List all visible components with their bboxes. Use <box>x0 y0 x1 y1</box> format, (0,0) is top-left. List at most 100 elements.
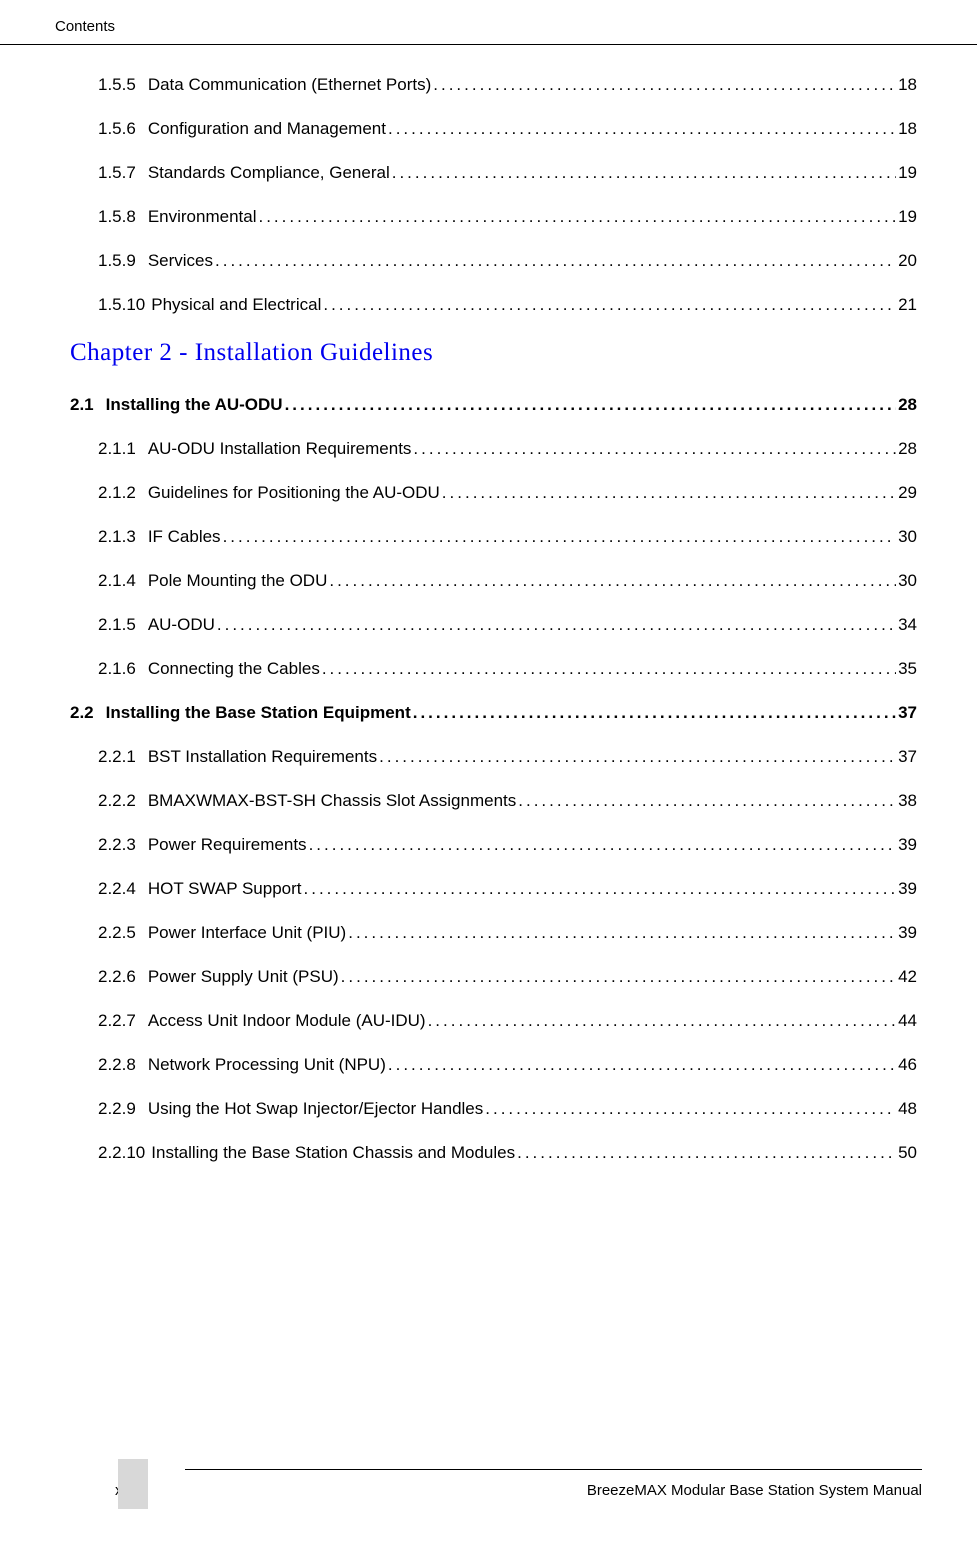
toc-entry-number: 2.2.6 <box>98 967 136 987</box>
toc-entry: 1.5.6Configuration and Management18 <box>70 119 917 139</box>
toc-entry-number: 2.2.1 <box>98 747 136 767</box>
toc-dots-leader <box>388 119 896 139</box>
toc-entry-number: 1.5.10 <box>98 295 145 315</box>
toc-entry-number: 2.2.2 <box>98 791 136 811</box>
toc-entry-page: 29 <box>898 483 917 503</box>
toc-dots-leader <box>348 923 896 943</box>
toc-entry: 2.2.3 Power Requirements 39 <box>70 835 917 855</box>
toc-entry: 2.2.1 BST Installation Requirements 37 <box>70 747 917 767</box>
toc-dots-leader <box>517 1143 896 1163</box>
toc-entry-number: 2.1.2 <box>98 483 136 503</box>
toc-dots-leader <box>322 659 896 679</box>
toc-entry-page: 48 <box>898 1099 917 1119</box>
toc-entry-page: 46 <box>898 1055 917 1075</box>
toc-entry: 2.1.2 Guidelines for Positioning the AU-O… <box>70 483 917 503</box>
toc-dots-leader <box>518 791 896 811</box>
toc-entry: 2.1.5 AU-ODU 34 <box>70 615 917 635</box>
toc-dots-leader <box>217 615 896 635</box>
toc-entry-title: Guidelines for Positioning the AU-ODU <box>148 483 440 503</box>
toc-entry: 2.2.7 Access Unit Indoor Module (AU-IDU) 4… <box>70 1011 917 1031</box>
toc-entry-number: 2.1.6 <box>98 659 136 679</box>
toc-entry-title: Network Processing Unit (NPU) <box>148 1055 386 1075</box>
toc-entry-page: 39 <box>898 879 917 899</box>
toc-entry: 2.1.1AU-ODU Installation Requirements28 <box>70 439 917 459</box>
toc-entry-number: 2.2.7 <box>98 1011 136 1031</box>
toc-entry-title: AU-ODU <box>148 615 215 635</box>
toc-entry-page: 37 <box>898 703 917 723</box>
toc-entry-page: 18 <box>898 75 917 95</box>
toc-entry-title: AU-ODU Installation Requirements <box>148 439 412 459</box>
toc-entry-title: Configuration and Management <box>148 119 386 139</box>
toc-entry-page: 50 <box>898 1143 917 1163</box>
toc-entry-title: Environmental <box>148 207 257 227</box>
toc-entry-title: Power Interface Unit (PIU) <box>148 923 346 943</box>
toc-dots-leader <box>215 251 896 271</box>
toc-entry-page: 34 <box>898 615 917 635</box>
toc-entry: 2.1Installing the AU-ODU28 <box>70 395 917 415</box>
page-header: Contents <box>0 0 977 45</box>
toc-entry-title: Power Requirements <box>148 835 307 855</box>
toc-dots-leader <box>413 703 896 723</box>
toc-entry: 2.2.4HOT SWAP Support39 <box>70 879 917 899</box>
toc-entry-number: 2.1.5 <box>98 615 136 635</box>
toc-entry: 2.2.8 Network Processing Unit (NPU) 46 <box>70 1055 917 1075</box>
content-area: 1.5.5 Data Communication (Ethernet Ports)… <box>0 45 977 1163</box>
toc-dots-leader <box>388 1055 896 1075</box>
toc-entry-title: Using the Hot Swap Injector/Ejector Hand… <box>148 1099 483 1119</box>
toc-entry: 2.1.3IF Cables30 <box>70 527 917 547</box>
toc-dots-leader <box>442 483 896 503</box>
toc-entry-page: 28 <box>898 395 917 415</box>
toc-entry-number: 2.2 <box>70 703 94 723</box>
toc-entry-title: Pole Mounting the ODU <box>148 571 328 591</box>
toc-dots-leader <box>433 75 896 95</box>
toc-entry: 2.2.6Power Supply Unit (PSU)42 <box>70 967 917 987</box>
toc-entry-number: 2.1 <box>70 395 94 415</box>
toc-entry-page: 44 <box>898 1011 917 1031</box>
toc-entry-page: 30 <box>898 527 917 547</box>
toc-entry-page: 37 <box>898 747 917 767</box>
toc-dots-leader <box>285 395 897 415</box>
toc-dots-leader <box>329 571 896 591</box>
toc-entry-number: 2.2.10 <box>98 1143 145 1163</box>
toc-entry-page: 18 <box>898 119 917 139</box>
toc-entry-number: 2.1.3 <box>98 527 136 547</box>
toc-entry-title: Access Unit Indoor Module (AU-IDU) <box>148 1011 426 1031</box>
toc-entry-number: 2.2.8 <box>98 1055 136 1075</box>
toc-entry-page: 28 <box>898 439 917 459</box>
toc-entry-title: Physical and Electrical <box>151 295 321 315</box>
toc-entry: 2.1.6 Connecting the Cables 35 <box>70 659 917 679</box>
footer-manual-title: BreezeMAX Modular Base Station System Ma… <box>587 1482 922 1499</box>
toc-entry-number: 2.2.3 <box>98 835 136 855</box>
toc-entry-title: Data Communication (Ethernet Ports) <box>148 75 431 95</box>
toc-entry: 1.5.5 Data Communication (Ethernet Ports)… <box>70 75 917 95</box>
toc-entry: 2.1.4Pole Mounting the ODU30 <box>70 571 917 591</box>
toc-dots-leader <box>223 527 897 547</box>
toc-entry-number: 1.5.8 <box>98 207 136 227</box>
toc-entry-number: 2.2.4 <box>98 879 136 899</box>
toc-entry-page: 39 <box>898 835 917 855</box>
toc-entry: 1.5.7Standards Compliance, General19 <box>70 163 917 183</box>
toc-dots-leader <box>428 1011 897 1031</box>
toc-entry-title: Connecting the Cables <box>148 659 320 679</box>
toc-entry-title: Installing the Base Station Chassis and … <box>151 1143 515 1163</box>
toc-entry-number: 1.5.5 <box>98 75 136 95</box>
toc-entry-page: 35 <box>898 659 917 679</box>
toc-entry: 1.5.8 Environmental 19 <box>70 207 917 227</box>
toc-dots-leader <box>379 747 896 767</box>
toc-entry-page: 42 <box>898 967 917 987</box>
toc-dots-leader <box>323 295 896 315</box>
toc-entry: 2.2.2 BMAXWMAX-BST-SH Chassis Slot Assign… <box>70 791 917 811</box>
toc-entry-page: 19 <box>898 207 917 227</box>
toc-dots-leader <box>304 879 897 899</box>
toc-dots-leader <box>258 207 896 227</box>
toc-entry: 1.5.9Services20 <box>70 251 917 271</box>
toc-entry-title: BST Installation Requirements <box>148 747 377 767</box>
toc-entry-number: 2.2.9 <box>98 1099 136 1119</box>
toc-initial-section: 1.5.5 Data Communication (Ethernet Ports)… <box>70 75 917 315</box>
toc-entry: 2.2Installing the Base Station Equipment… <box>70 703 917 723</box>
footer-area: xiv BreezeMAX Modular Base Station Syste… <box>0 1469 977 1499</box>
toc-entry-title: Services <box>148 251 213 271</box>
toc-entry-title: BMAXWMAX-BST-SH Chassis Slot Assignments <box>148 791 516 811</box>
toc-entry-number: 2.2.5 <box>98 923 136 943</box>
toc-dots-leader <box>485 1099 896 1119</box>
